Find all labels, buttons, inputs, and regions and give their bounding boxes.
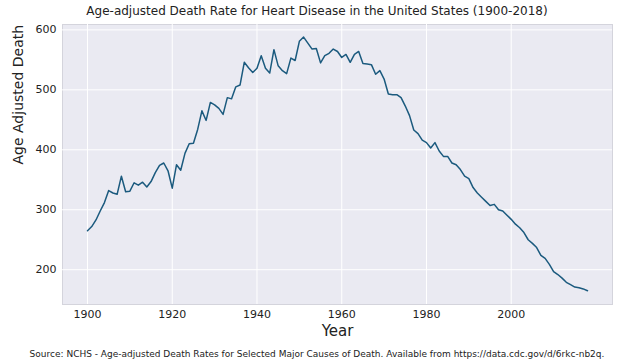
html-text:Age-adjusted Death Rate for He: Age-adjusted Death Rate for Heart Diseas… (86, 4, 548, 18)
html-text:Source: NCHS - Age-adjusted De: Source: NCHS - Age-adjusted Death Rates … (29, 349, 605, 359)
svg-text:300: 300 (36, 203, 57, 216)
svg-text:400: 400 (36, 143, 57, 156)
svg-text:1920: 1920 (158, 308, 186, 321)
svg-text:1900: 1900 (74, 308, 102, 321)
svg-text:1980: 1980 (412, 308, 440, 321)
svg-text:Year: Year (321, 322, 355, 340)
svg-text:600: 600 (36, 23, 57, 36)
svg-text:200: 200 (36, 263, 57, 276)
svg-text:Age Adjusted Death Rate: Age Adjusted Death Rate (10, 20, 26, 165)
svg-text:1940: 1940 (243, 308, 271, 321)
svg-text:1960: 1960 (328, 308, 356, 321)
svg-text:500: 500 (36, 83, 57, 96)
svg-text:2000: 2000 (497, 308, 525, 321)
